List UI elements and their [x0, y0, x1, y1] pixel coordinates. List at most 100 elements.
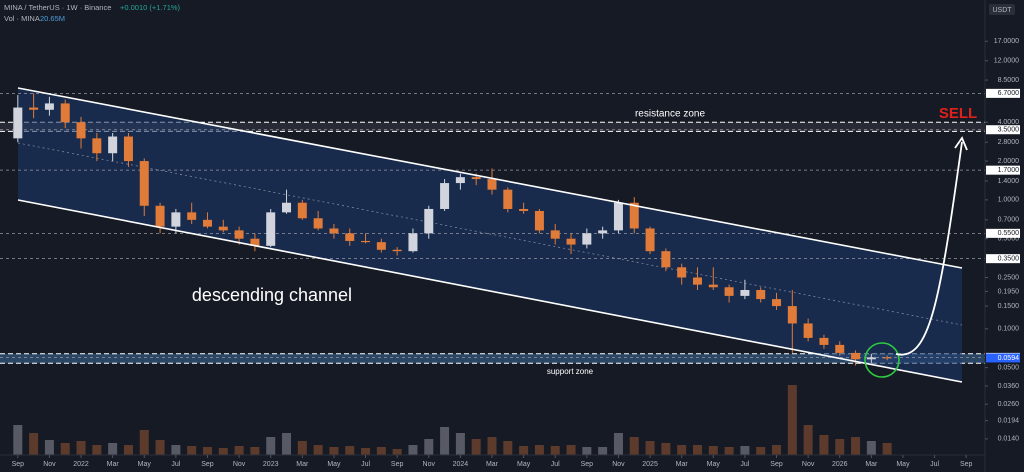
- y-tick-label: 0.0194: [998, 417, 1020, 424]
- volume-bar: [645, 441, 655, 455]
- volume-bar: [266, 437, 276, 455]
- candle-body: [582, 233, 592, 245]
- channel-upper: [17, 87, 963, 269]
- candle-body: [851, 352, 861, 360]
- x-tick-label: Sep: [581, 461, 594, 468]
- level-tag-label: 0.3500: [998, 255, 1020, 262]
- x-tick-label: May: [896, 461, 910, 468]
- x-tick-label: Sep: [12, 461, 25, 468]
- volume-bar: [882, 443, 892, 455]
- y-tick-label: 0.1500: [998, 303, 1020, 310]
- volume-bar: [582, 447, 592, 455]
- x-tick-label: 2024: [453, 461, 469, 468]
- x-tick-label: Jul: [930, 461, 939, 468]
- volume-bar: [392, 449, 402, 455]
- volume-bar: [250, 447, 260, 455]
- volume-bar: [613, 433, 623, 455]
- last-price-label: 0.0594: [998, 355, 1020, 362]
- volume-bar: [329, 447, 339, 455]
- candle-body: [234, 230, 244, 239]
- candle-body: [787, 306, 797, 324]
- x-tick-label: Sep: [770, 461, 783, 468]
- x-tick-label: May: [327, 461, 341, 468]
- candle-body: [282, 202, 292, 213]
- channel-fill: [18, 88, 962, 382]
- level-tag-label: 3.5000: [998, 127, 1020, 134]
- candle-body: [13, 107, 23, 139]
- x-tick-label: Jul: [171, 461, 180, 468]
- candle-body: [724, 287, 734, 296]
- channel-lower: [17, 199, 963, 383]
- sell-label: SELL: [939, 105, 977, 122]
- x-tick-label: Jul: [551, 461, 560, 468]
- candle-body: [266, 212, 276, 246]
- x-tick-label: May: [707, 461, 721, 468]
- x-tick-label: Jul: [740, 461, 749, 468]
- x-tick-label: Mar: [296, 461, 309, 468]
- projection-arrow: [895, 141, 963, 356]
- volume-bar: [202, 447, 212, 455]
- y-tick-label: 0.1950: [998, 288, 1020, 295]
- volume-bar: [92, 445, 102, 455]
- volume-bar: [724, 447, 734, 455]
- y-tick-label: 0.0260: [998, 401, 1020, 408]
- candle-body: [218, 226, 228, 231]
- y-tick-label: 1.0000: [998, 197, 1020, 204]
- candle-body: [677, 267, 687, 278]
- candle-body: [139, 161, 149, 206]
- candle-body: [345, 233, 355, 241]
- candle-body: [772, 299, 782, 307]
- level-tag: [986, 254, 1020, 264]
- candle-body: [534, 210, 544, 231]
- candle-body: [471, 177, 481, 180]
- arrow-head: [954, 136, 968, 151]
- candle-body: [329, 228, 339, 234]
- volume-bar: [44, 440, 54, 455]
- axes: 17.0000 12.0000 8.5000 4.0000 2.8000 2.0000 1.…: [12, 38, 1020, 468]
- candle-body: [503, 189, 513, 209]
- x-tick-label: 2023: [263, 461, 279, 468]
- volume-bar: [534, 445, 544, 455]
- candle-body: [882, 357, 892, 359]
- zone-band: [0, 353, 985, 364]
- level-tag: [986, 228, 1020, 238]
- x-tick-label: Nov: [423, 461, 436, 468]
- volume-bar: [803, 425, 813, 455]
- y-tick-label: 12.0000: [994, 58, 1019, 65]
- x-tick-label: May: [138, 461, 152, 468]
- volume-value: 20.65M: [40, 14, 65, 23]
- y-tick-label: 1.4000: [998, 178, 1020, 185]
- x-tick-label: Mar: [486, 461, 499, 468]
- candle-body: [440, 183, 450, 209]
- x-tick-label: Jul: [361, 461, 370, 468]
- x-tick-label: Nov: [612, 461, 625, 468]
- x-tick-label: Mar: [865, 461, 878, 468]
- volume-bar: [661, 443, 671, 455]
- volume-bar: [851, 437, 861, 455]
- volume: [13, 385, 892, 455]
- x-tick-label: Nov: [802, 461, 815, 468]
- price-change: +0.0010 (+1.71%): [120, 3, 181, 12]
- y-tick-label: 2.0000: [998, 158, 1020, 165]
- level-tag: [986, 88, 1020, 98]
- candles: [13, 93, 892, 366]
- volume-bar: [376, 447, 386, 455]
- volume-bar: [598, 447, 608, 455]
- y-tick-label: 8.5000: [998, 77, 1020, 84]
- candle-body: [76, 122, 86, 139]
- y-tick-label: 0.0140: [998, 436, 1020, 443]
- volume-bar: [123, 445, 133, 455]
- zone-band: [0, 122, 985, 132]
- y-tick-label: 0.1000: [998, 326, 1020, 333]
- channel-midline: [17, 142, 963, 326]
- x-tick-label: 2026: [832, 461, 848, 468]
- levels: [0, 93, 985, 358]
- volume-bar: [471, 439, 481, 455]
- volume-bar: [677, 445, 687, 455]
- candle-body: [376, 242, 386, 250]
- volume-bar: [835, 439, 845, 455]
- candle-body: [392, 249, 402, 252]
- volume-bar: [519, 446, 529, 455]
- candle-body: [740, 289, 750, 296]
- highlight-circle: [864, 342, 900, 378]
